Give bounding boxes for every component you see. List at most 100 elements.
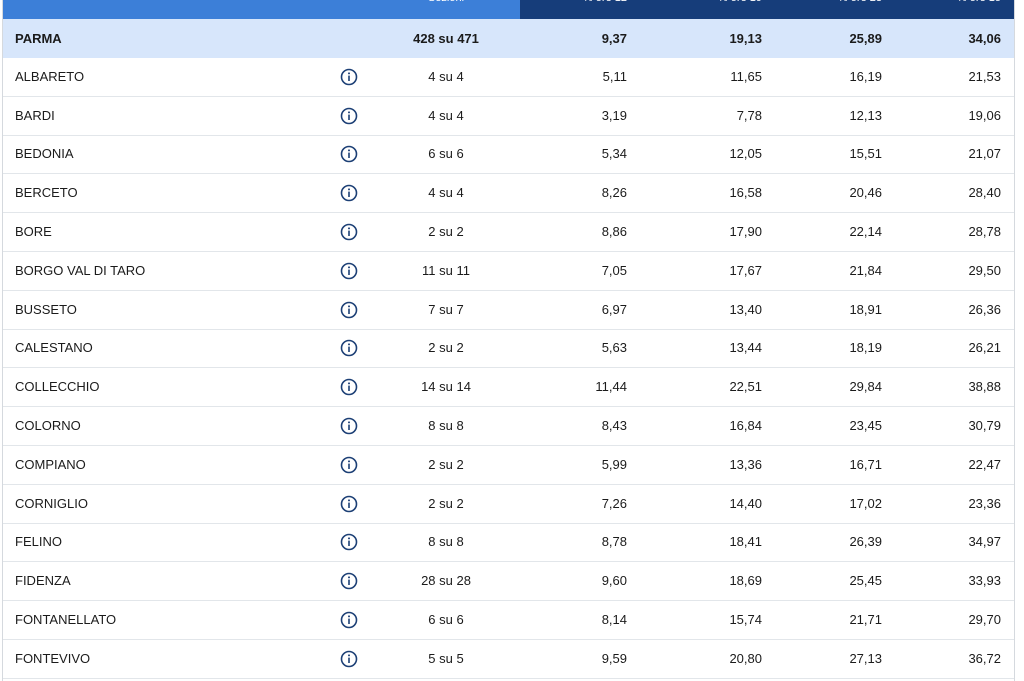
turnout-value: 14,40	[729, 495, 762, 511]
sections-value: 2 su 2	[428, 224, 464, 240]
turnout-value: 28,40	[968, 185, 1001, 201]
municipality-name: COLLECCHIO	[15, 379, 100, 395]
turnout-value: 3,19	[601, 107, 627, 123]
column-header: % ore 12	[507, 0, 627, 4]
turnout-value: 8,26	[601, 185, 627, 201]
info-icon[interactable]	[340, 572, 358, 590]
table-row: CORNIGLIO 2 su 2 7,26 14,40 17,02 23,36	[3, 484, 1014, 524]
info-icon[interactable]	[340, 301, 358, 319]
turnout-value: 23,36	[968, 495, 1001, 511]
turnout-value: 11,65	[730, 68, 762, 84]
table-row: BEDONIA 6 su 6 5,34 12,05 15,51 21,07	[3, 135, 1014, 175]
turnout-value: 5,99	[601, 456, 627, 472]
info-icon[interactable]	[340, 184, 358, 202]
turnout-value: 33,93	[968, 573, 1001, 589]
turnout-value: 9,59	[601, 650, 627, 666]
turnout-value: 13,36	[729, 456, 762, 472]
turnout-value: 30,79	[968, 418, 1001, 434]
municipality-name: FONTANELLATO	[15, 612, 117, 628]
turnout-value: 16,58	[729, 185, 762, 201]
turnout-value: 22,47	[968, 456, 1001, 472]
info-icon[interactable]	[340, 339, 358, 357]
municipality-name: FIDENZA	[15, 573, 71, 589]
table-border	[1014, 0, 1015, 681]
turnout-value: 26,39	[849, 534, 882, 550]
sections-value: 4 su 4	[428, 68, 464, 84]
sections-value: 2 su 2	[428, 340, 464, 356]
sections-value: 8 su 8	[428, 418, 464, 434]
info-icon[interactable]	[340, 650, 358, 668]
info-icon[interactable]	[340, 456, 358, 474]
municipality-name: PARMA	[15, 30, 62, 46]
municipality-name: BUSSETO	[15, 301, 77, 317]
info-icon[interactable]	[340, 495, 358, 513]
turnout-value: 17,02	[849, 495, 882, 511]
info-icon[interactable]	[340, 262, 358, 280]
info-icon[interactable]	[340, 417, 358, 435]
turnout-value: 18,41	[729, 534, 762, 550]
turnout-value: 13,40	[729, 301, 762, 317]
turnout-value: 29,84	[849, 379, 882, 395]
turnout-value: 25,45	[849, 573, 882, 589]
turnout-value: 29,50	[968, 262, 1001, 278]
info-icon[interactable]	[340, 533, 358, 551]
turnout-value: 8,86	[601, 224, 627, 240]
table-row: FELINO 8 su 8 8,78 18,41 26,39 34,97	[3, 523, 1014, 563]
turnout-value: 15,74	[729, 612, 762, 628]
turnout-value: 38,88	[968, 379, 1001, 395]
turnout-value: 9,60	[601, 573, 627, 589]
sections-value: 11 su 11	[422, 262, 470, 278]
info-icon[interactable]	[340, 107, 358, 125]
sections-value: 5 su 5	[428, 650, 464, 666]
sections-value: 14 su 14	[421, 379, 471, 395]
municipality-name: COLORNO	[15, 418, 81, 434]
info-icon[interactable]	[340, 145, 358, 163]
turnout-value: 25,89	[849, 30, 882, 46]
turnout-value: 21,53	[968, 68, 1001, 84]
municipality-name: CALESTANO	[15, 340, 93, 356]
turnout-value: 23,45	[849, 418, 882, 434]
turnout-value: 9,37	[601, 30, 627, 46]
info-icon[interactable]	[340, 68, 358, 86]
turnout-value: 15,51	[849, 146, 882, 162]
sections-value: 428 su 471	[413, 30, 479, 46]
turnout-value: 16,19	[849, 68, 882, 84]
turnout-value: 12,05	[729, 146, 762, 162]
table-row: BORE 2 su 2 8,86 17,90 22,14 28,78	[3, 213, 1014, 252]
municipality-name: COMPIANO	[15, 456, 86, 472]
table-row: FIDENZA 28 su 28 9,60 18,69 25,45 33,93	[3, 562, 1014, 602]
info-icon[interactable]	[340, 611, 358, 629]
turnout-value: 21,71	[849, 612, 882, 628]
municipality-name: BEDONIA	[15, 146, 74, 162]
turnout-value: 20,46	[849, 185, 882, 201]
table-row: CALESTANO 2 su 2 5,63 13,44 18,19 26,21	[3, 329, 1014, 369]
table-border	[2, 0, 3, 681]
turnout-value: 8,14	[601, 612, 627, 628]
sections-value: 28 su 28	[421, 573, 471, 589]
table-row: FONTANELLATO 6 su 6 8,14 15,74 21,71 29,70	[3, 601, 1014, 640]
turnout-value: 6,97	[601, 301, 627, 317]
turnout-value: 26,21	[968, 340, 1001, 356]
municipality-name: FELINO	[15, 534, 62, 550]
sections-value: 8 su 8	[428, 534, 464, 550]
turnout-value: 8,78	[601, 534, 627, 550]
municipality-name: BERCETO	[15, 185, 78, 201]
column-header: % ore 23	[762, 0, 882, 4]
turnout-value: 13,44	[729, 340, 762, 356]
sections-value: 7 su 7	[428, 301, 464, 317]
turnout-value: 28,78	[968, 224, 1001, 240]
turnout-value: 20,80	[729, 650, 762, 666]
table-row: COLORNO 8 su 8 8,43 16,84 23,45 30,79	[3, 407, 1014, 446]
sections-value: 2 su 2	[428, 456, 464, 472]
sections-value: 2 su 2	[428, 495, 464, 511]
table-row: ALBARETO 4 su 4 5,11 11,65 16,19 21,53	[3, 58, 1014, 97]
municipality-name: FONTEVIVO	[15, 650, 91, 666]
turnout-value: 8,43	[601, 418, 627, 434]
info-icon[interactable]	[340, 223, 358, 241]
turnout-value: 16,71	[849, 456, 882, 472]
column-header: % ore 19	[642, 0, 762, 4]
turnout-value: 22,14	[849, 224, 882, 240]
info-icon[interactable]	[340, 378, 358, 396]
table-row: FONTEVIVO 5 su 5 9,59 20,80 27,13 36,72	[3, 640, 1014, 679]
